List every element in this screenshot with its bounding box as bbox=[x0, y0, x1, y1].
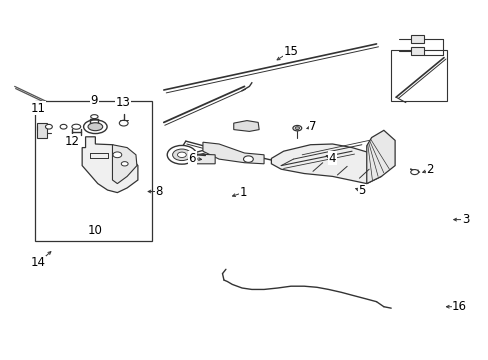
Text: 6: 6 bbox=[188, 152, 196, 165]
Ellipse shape bbox=[292, 126, 301, 131]
Bar bbox=[37, 123, 47, 138]
Bar bbox=[35, 101, 151, 241]
Text: 5: 5 bbox=[357, 184, 365, 197]
Polygon shape bbox=[271, 144, 385, 184]
Ellipse shape bbox=[121, 162, 128, 166]
Bar bbox=[390, 50, 447, 101]
Ellipse shape bbox=[60, 124, 67, 129]
Ellipse shape bbox=[177, 152, 186, 158]
Ellipse shape bbox=[119, 120, 128, 126]
Ellipse shape bbox=[83, 120, 107, 134]
Text: 16: 16 bbox=[451, 300, 466, 313]
Text: 1: 1 bbox=[239, 186, 246, 199]
Ellipse shape bbox=[113, 152, 122, 158]
Ellipse shape bbox=[410, 170, 418, 175]
Polygon shape bbox=[82, 137, 138, 193]
Text: 13: 13 bbox=[116, 96, 130, 109]
Text: 11: 11 bbox=[31, 102, 45, 114]
Text: 2: 2 bbox=[426, 163, 433, 176]
Polygon shape bbox=[203, 142, 264, 164]
Ellipse shape bbox=[295, 127, 299, 130]
Text: 9: 9 bbox=[90, 94, 98, 107]
Ellipse shape bbox=[45, 124, 52, 129]
Ellipse shape bbox=[172, 149, 191, 161]
Ellipse shape bbox=[243, 156, 253, 162]
Polygon shape bbox=[175, 153, 215, 164]
Text: 15: 15 bbox=[283, 45, 298, 58]
Bar bbox=[410, 47, 424, 55]
Ellipse shape bbox=[72, 124, 81, 129]
Polygon shape bbox=[366, 130, 394, 184]
Text: 7: 7 bbox=[308, 120, 316, 133]
Ellipse shape bbox=[167, 145, 196, 164]
Text: 3: 3 bbox=[461, 213, 468, 226]
Bar bbox=[410, 35, 424, 43]
Text: 8: 8 bbox=[155, 185, 163, 198]
Ellipse shape bbox=[91, 114, 98, 119]
Text: 4: 4 bbox=[328, 152, 336, 165]
Text: 10: 10 bbox=[88, 224, 102, 237]
Ellipse shape bbox=[88, 123, 102, 131]
Polygon shape bbox=[112, 145, 137, 184]
Polygon shape bbox=[233, 121, 259, 131]
Text: 14: 14 bbox=[31, 256, 45, 269]
Text: 12: 12 bbox=[65, 135, 80, 148]
